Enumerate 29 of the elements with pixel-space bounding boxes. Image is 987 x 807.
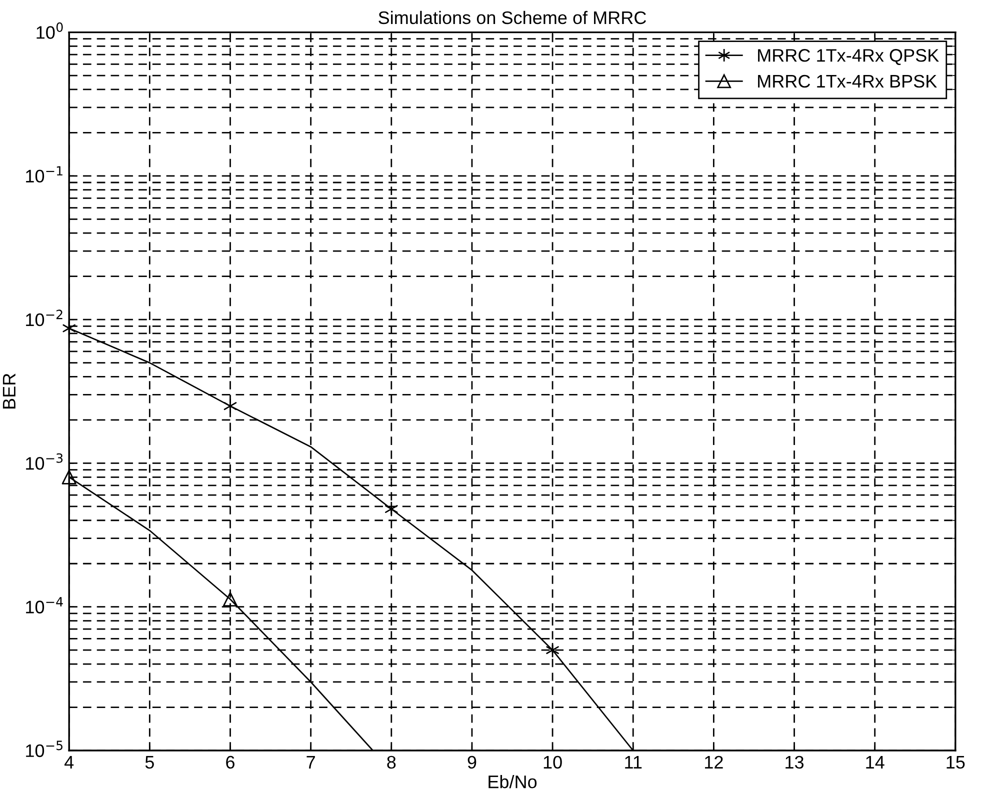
x-tick-label: 7 <box>306 756 315 768</box>
legend-label: MRRC 1Tx-4Rx BPSK <box>758 74 937 88</box>
chart-title: Simulations on Scheme of MRRC <box>378 10 646 24</box>
point <box>62 320 76 336</box>
point <box>224 398 237 414</box>
x-tick-label: 11 <box>625 756 642 768</box>
y-axis-title: BER <box>2 374 16 408</box>
y-tick-label: 10$^{0}$ <box>36 22 63 39</box>
point <box>222 592 238 607</box>
y-tick-label: 10$^{−5}$ <box>26 740 62 758</box>
x-tick-label: 13 <box>786 756 804 769</box>
x-tick-label: 4 <box>64 756 74 768</box>
point <box>384 502 398 516</box>
x-tick-label: 12 <box>705 756 723 768</box>
y-tick-label: 10$^{−2}$ <box>26 310 62 326</box>
y-tick-label: 10$^{−4}$ <box>26 597 63 614</box>
y-tick-label: 10$^{−3}$ <box>26 453 63 470</box>
x-tick-label: 15 <box>946 756 965 769</box>
x-tick-label: 14 <box>866 756 884 768</box>
x-tick-label: 6 <box>226 756 234 769</box>
x-axis-title: Eb/No <box>488 774 537 788</box>
y-tick-label: 10$^{−1}$ <box>26 166 62 183</box>
x-tick-label: 5 <box>145 756 154 769</box>
legend-label: MRRC 1Tx-4Rx QPSK <box>758 49 939 66</box>
point <box>546 642 559 658</box>
x-tick-label: 10 <box>544 756 562 769</box>
point <box>62 470 76 484</box>
x-tick-label: 9 <box>468 756 476 769</box>
x-tick-label: 8 <box>387 756 396 769</box>
